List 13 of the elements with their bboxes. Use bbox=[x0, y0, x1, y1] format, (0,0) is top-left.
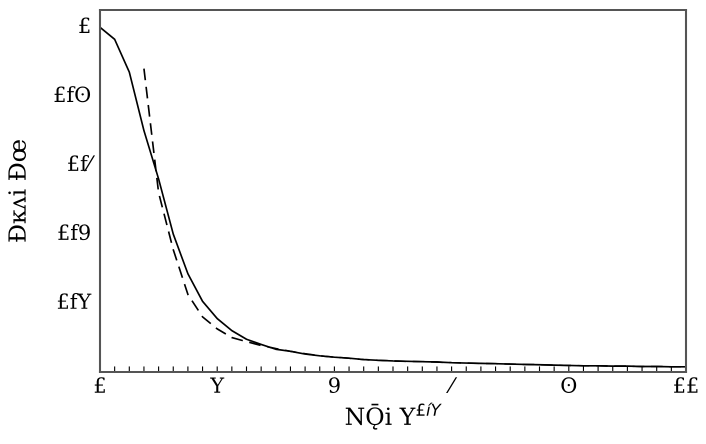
x-tick-label: £ bbox=[94, 377, 105, 393]
x-tick-label: ⁄ bbox=[446, 377, 458, 393]
y-axis-title: Ðĸʌi Ðœ bbox=[8, 140, 26, 242]
text: £f9 bbox=[58, 224, 90, 240]
x-tick-label: ʘ bbox=[561, 377, 576, 393]
x-axis-title: NǬi Y$^{£íY}$ bbox=[346, 402, 442, 430]
x-tick-label: Y bbox=[210, 378, 224, 393]
text: £fʘ bbox=[54, 86, 90, 102]
x-tick-label: ££ bbox=[674, 377, 698, 393]
text: £f⁄ bbox=[68, 155, 96, 172]
text: £fY bbox=[58, 292, 92, 309]
text: £ bbox=[79, 18, 90, 33]
x-tick-label: 9 bbox=[329, 377, 340, 393]
